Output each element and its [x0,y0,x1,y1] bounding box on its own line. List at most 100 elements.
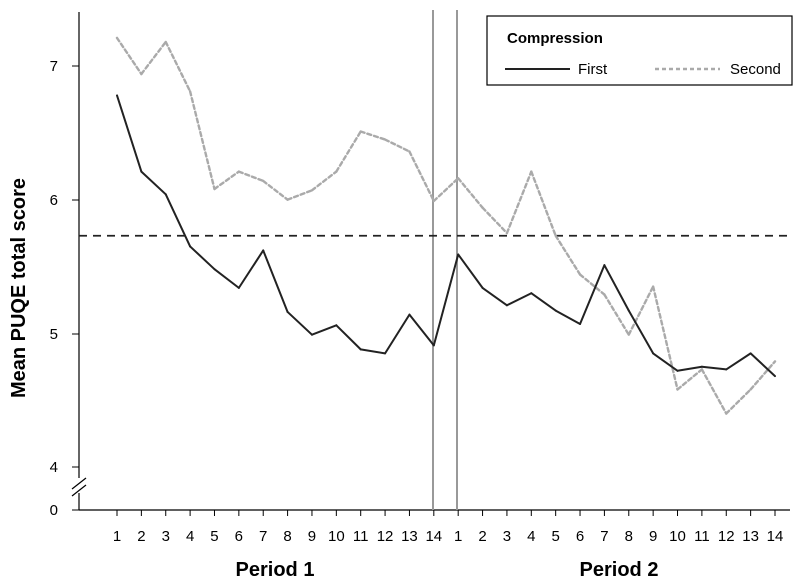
series-second-segment [507,172,531,233]
series-first-segment [117,95,141,171]
series-first-segment [239,250,263,287]
series-second-segment [678,369,702,389]
series-second-segment [117,38,141,74]
x-tick-label: 4 [186,528,194,545]
period-2-label: Period 2 [580,559,659,581]
x-tick-label: 2 [137,528,145,545]
series-first-segment [385,315,409,354]
x-tick-label: 5 [210,528,218,545]
series-first-segment [702,367,726,370]
x-tick-label: 13 [401,528,418,545]
x-tick-label: 4 [527,528,535,545]
x-tick-label: 1 [454,528,462,545]
series-first-segment [336,325,360,349]
series-first-segment [556,311,580,324]
series-first-segment [531,293,555,310]
series-first-segment [483,288,507,305]
series-second-segment [312,172,336,191]
series-second-segment [458,178,482,207]
series-first-segment [678,367,702,371]
legend-second-label: Second [730,61,781,78]
legend: Compression First Second [487,16,792,85]
series-second-segment [263,181,287,200]
x-tick-label: 14 [767,528,784,545]
series-first-segment [409,315,433,346]
y-tick-4: 4 [50,459,79,476]
y-tick-label-7: 7 [50,58,58,75]
x-tick-label: 11 [694,528,710,545]
x-tick-label: 7 [600,528,608,545]
x-tick-label: 9 [308,528,316,545]
x-tick-label: 5 [551,528,559,545]
x-tick-label: 13 [742,528,759,545]
x-tick-label: 6 [235,528,243,545]
series-first-segment [312,325,336,334]
y-tick-label-6: 6 [50,192,58,209]
y-tick-7: 7 [50,58,79,75]
x-tick-label: 2 [478,528,486,545]
series-first-segment [141,172,165,195]
y-tick-label-5: 5 [50,326,58,343]
series-second-segment [361,131,385,139]
series-first-segment [288,312,312,335]
x-tick-label: 12 [377,528,394,545]
series-second-segment [629,287,653,335]
x-tick-label: 12 [718,528,735,545]
series-first-segment [726,353,750,369]
series-second-segment [702,369,726,413]
series-second-segment [653,287,677,390]
series-first-segment [653,353,677,370]
series-first-segment [190,246,214,269]
series-second-segment [239,172,263,181]
x-tick-label: 6 [576,528,584,545]
x-ticks: 1 2 3 4 5 6 7 8 9 10 11 12 13 14 1 2 3 4 5 6 7 8 9 10 11 12 13 14 [113,510,784,545]
series-first-segment [434,254,458,345]
series-second-segment [336,131,360,171]
series-first-segment [263,250,287,311]
series-first-segment [361,349,385,353]
y-axis-title: Mean PUQE total score [8,178,30,398]
x-tick-label: 10 [669,528,686,545]
x-tick-label: 3 [162,528,170,545]
series-second-segment [141,42,165,74]
series-first-segment [507,293,531,305]
y-tick-label-4: 4 [50,459,58,476]
series-second-segment [214,172,238,189]
series-second-segment [604,295,628,335]
series-second-segment [288,190,312,199]
series-second-segment [726,389,750,413]
series-first-segment [604,265,628,310]
x-tick-label: 10 [328,528,345,545]
series-second-segment [166,42,190,91]
series-second-segment [190,91,214,189]
series-second-segment [556,236,580,275]
period-1-label: Period 1 [236,559,315,581]
x-tick-label: 8 [625,528,633,545]
series-second-segment [580,275,604,295]
y-tick-label-0: 0 [50,502,58,519]
series-second-segment [409,152,433,201]
x-tick-label: 11 [353,528,369,545]
x-tick-label: 7 [259,528,267,545]
series-second-segment [434,178,458,201]
legend-title: Compression [507,30,603,47]
series-second-segment [483,208,507,233]
y-tick-6: 6 [50,192,79,209]
series-first-segment [580,265,604,324]
x-tick-label: 1 [113,528,121,545]
series-first-segment [629,311,653,354]
x-tick-label: 14 [425,528,442,545]
series-layer [117,38,775,414]
series-first-segment [166,194,190,246]
legend-first-label: First [578,61,608,78]
y-tick-5: 5 [50,326,79,343]
series-first-segment [458,254,482,287]
series-second [117,38,775,414]
series-first-segment [214,269,238,288]
x-tick-label: 3 [503,528,511,545]
series-second-segment [385,140,409,152]
x-tick-label: 9 [649,528,657,545]
y-tick-0: 0 [50,502,79,519]
x-tick-label: 8 [283,528,291,545]
